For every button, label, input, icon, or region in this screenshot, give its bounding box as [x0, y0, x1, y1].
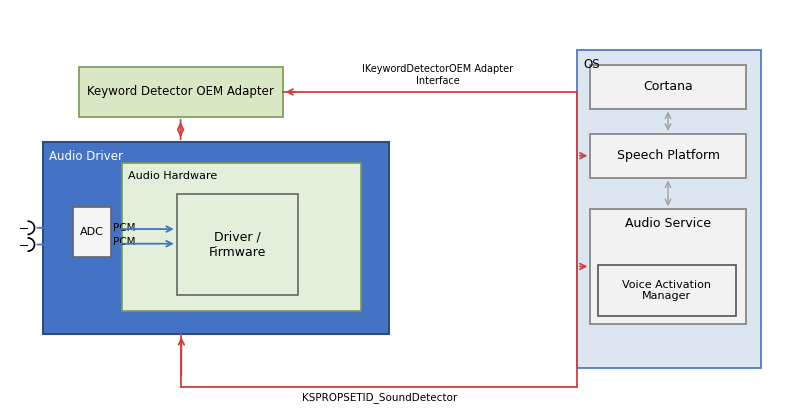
Bar: [590, 134, 746, 178]
Text: Audio Service: Audio Service: [625, 217, 711, 230]
Text: Speech Platform: Speech Platform: [616, 149, 720, 162]
Text: Cortana: Cortana: [643, 80, 693, 93]
Text: ADC: ADC: [80, 227, 104, 237]
Bar: [590, 209, 746, 324]
Bar: [577, 50, 761, 368]
Text: Audio Driver: Audio Driver: [49, 150, 123, 163]
Bar: [43, 142, 389, 334]
Text: KSPROPSETID_SoundDetector: KSPROPSETID_SoundDetector: [301, 392, 457, 403]
Bar: [78, 67, 283, 117]
Bar: [122, 163, 361, 311]
Bar: [590, 65, 746, 109]
Text: Audio Hardware: Audio Hardware: [128, 171, 217, 181]
Bar: [177, 194, 298, 295]
Bar: [598, 265, 736, 316]
Bar: [73, 207, 111, 257]
Text: PCM: PCM: [113, 223, 136, 233]
Text: Driver /
Firmware: Driver / Firmware: [209, 231, 266, 258]
Text: IKeywordDetectorOEM Adapter
Interface: IKeywordDetectorOEM Adapter Interface: [362, 64, 513, 86]
Text: Voice Activation
Manager: Voice Activation Manager: [623, 280, 711, 301]
Text: PCM: PCM: [113, 237, 136, 247]
Text: OS: OS: [583, 58, 600, 71]
Text: Keyword Detector OEM Adapter: Keyword Detector OEM Adapter: [87, 85, 274, 99]
